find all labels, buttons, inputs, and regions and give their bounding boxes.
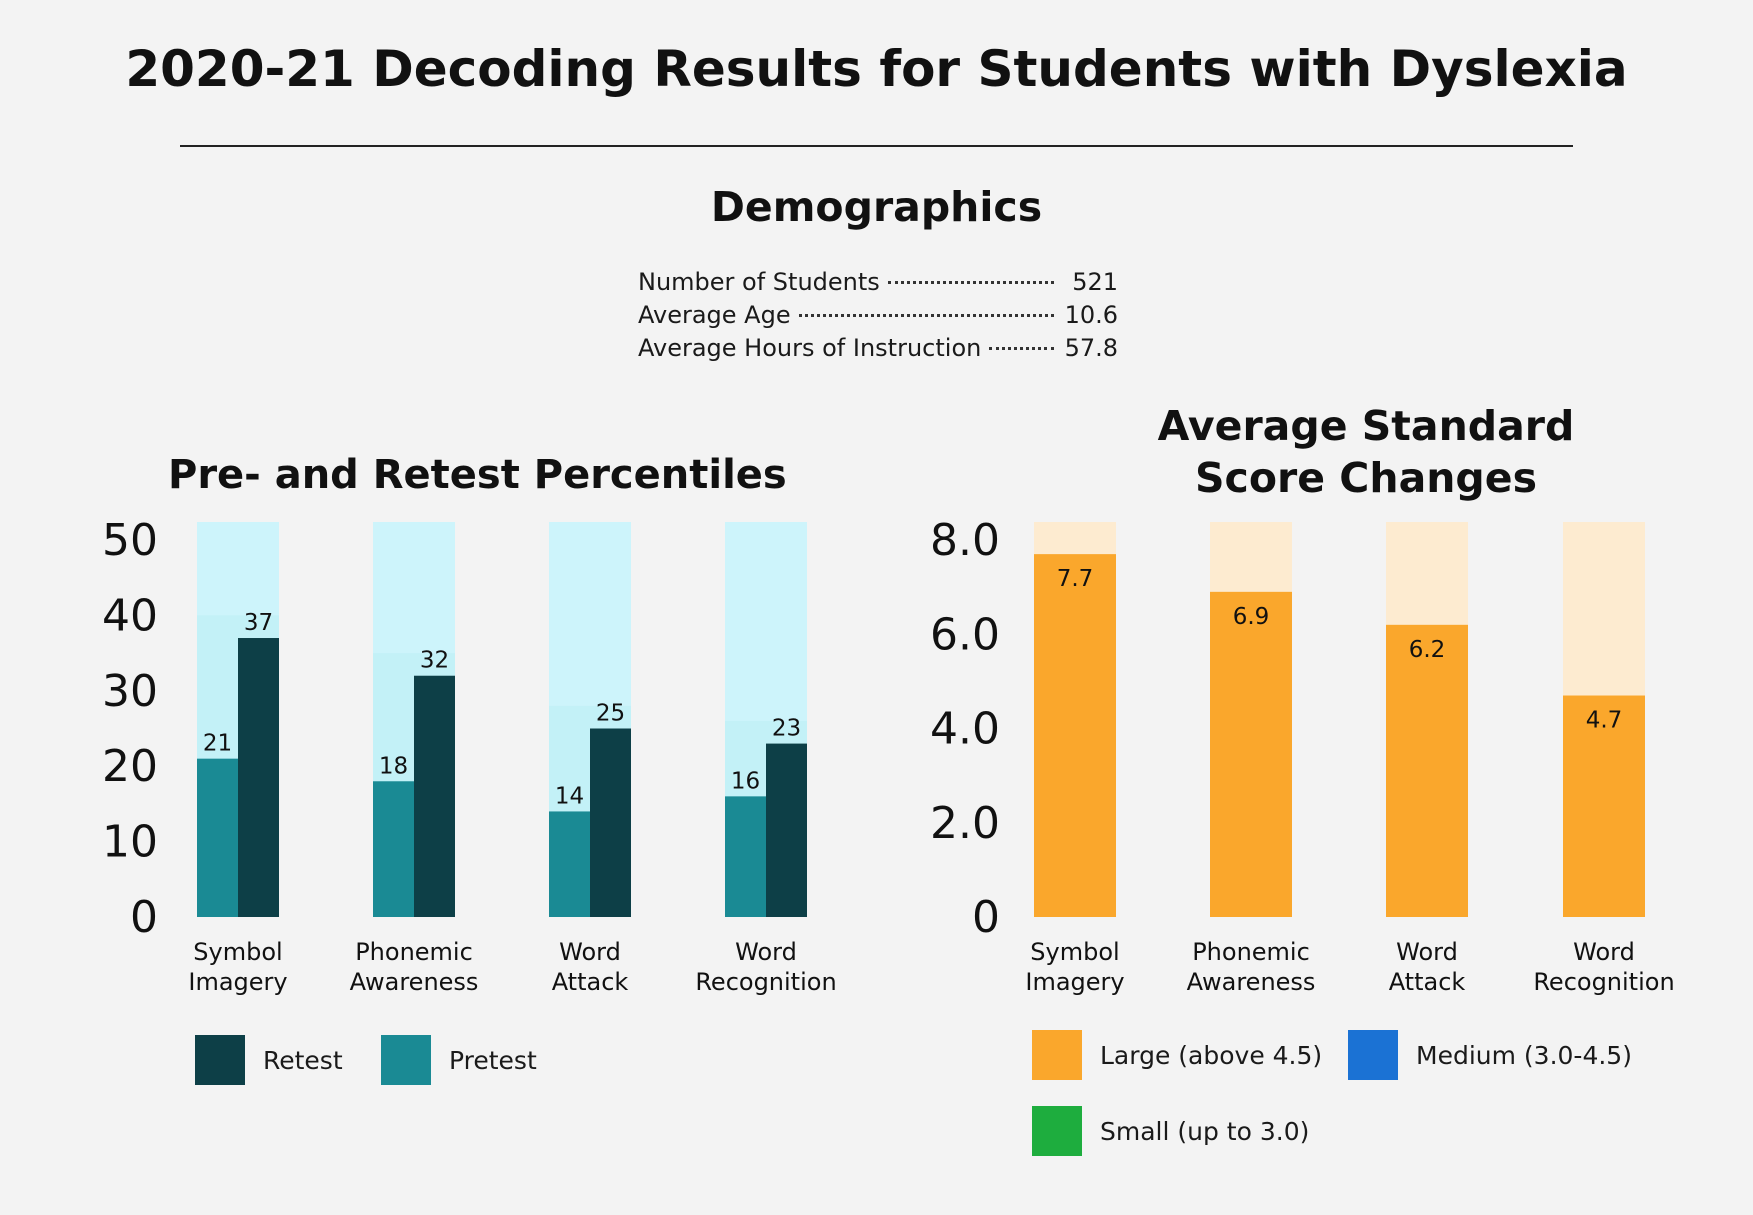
demographics-title: Demographics [710,183,1043,231]
dot-leader [798,314,1054,317]
y-tick-label: 10 [102,817,158,868]
legend-label: Large (above 4.5) [1100,1040,1323,1070]
data-label: 6.9 [1233,604,1270,630]
data-label-retest: 23 [772,716,801,742]
data-label-pretest: 21 [203,731,232,757]
legend-label: Medium (3.0-4.5) [1416,1040,1632,1070]
bar-pretest [373,781,414,917]
x-tick-label: Awareness [350,968,479,996]
x-tick-label: Awareness [1187,968,1316,996]
data-label-retest: 37 [244,610,273,636]
percentiles-chart-title: Pre- and Retest Percentiles [168,452,787,498]
y-tick-label: 0 [130,892,158,943]
x-tick-label: Word [559,938,621,966]
demographics-value: 57.8 [1064,334,1118,362]
legend-swatch-large [1032,1030,1082,1080]
legend-label: Retest [263,1045,343,1075]
legend-label: Small (up to 3.0) [1100,1116,1310,1146]
demographics-value: 10.6 [1064,301,1118,329]
x-tick-label: Imagery [1025,968,1124,996]
x-tick-label: Word [1396,938,1458,966]
y-tick-label: 20 [102,741,158,792]
bar-score-change [1210,591,1292,917]
demographics-label: Average Hours of Instruction [638,334,982,362]
score-changes-title-line: Average Standard [1157,402,1575,450]
data-label-pretest: 18 [379,753,408,779]
y-tick-label: 2.0 [930,798,1000,849]
demographics-label: Average Age [638,301,791,329]
bar-retest [590,728,631,917]
data-label: 6.2 [1409,637,1446,663]
x-tick-label: Phonemic [355,938,473,966]
legend-item-large: Large (above 4.5) [1032,1030,1322,1080]
legend-label: Pretest [449,1045,537,1075]
y-tick-label: 4.0 [930,704,1000,755]
page-title: 2020-21 Decoding Results for Students wi… [125,40,1628,98]
legend-item-retest: Retest [195,1035,343,1085]
demographics-label: Number of Students [638,268,880,296]
data-label-pretest: 14 [555,783,584,809]
x-tick-label: Word [1573,938,1635,966]
bar-score-change [1386,624,1468,917]
demographics-row: Average Age 10.6 [638,301,1118,334]
x-tick-label: Symbol [193,938,282,966]
data-label: 7.7 [1057,566,1094,592]
y-tick-label: 8.0 [930,515,1000,566]
bar-pretest [725,796,766,917]
legend-swatch-retest [195,1035,245,1085]
bar-retest [414,675,455,917]
demographics-value: 521 [1072,268,1118,296]
bar-score-change [1563,695,1645,917]
y-tick-label: 6.0 [930,609,1000,660]
x-tick-label: Imagery [188,968,287,996]
x-tick-label: Word [735,938,797,966]
demographics-row: Number of Students 521 [638,268,1118,301]
legend-swatch-small [1032,1106,1082,1156]
demographics-table: Number of Students 521 Average Age 10.6 … [638,268,1118,367]
x-tick-label: Attack [552,968,629,996]
legend-swatch-pretest [381,1035,431,1085]
x-tick-label: Phonemic [1192,938,1310,966]
bar-pretest [197,758,238,917]
x-tick-label: Symbol [1030,938,1119,966]
y-tick-label: 0 [972,892,1000,943]
x-tick-label: Recognition [695,968,836,996]
y-tick-label: 30 [102,666,158,717]
y-tick-label: 40 [102,590,158,641]
legend-item-small: Small (up to 3.0) [1032,1106,1309,1156]
dot-leader [887,281,1054,284]
data-label: 4.7 [1586,708,1623,734]
legend-item-medium: Medium (3.0-4.5) [1348,1030,1632,1080]
x-tick-label: Attack [1389,968,1466,996]
x-tick-label: Recognition [1533,968,1674,996]
data-label-retest: 32 [420,648,449,674]
bar-retest [238,638,279,917]
dot-leader [989,347,1054,350]
y-tick-label: 50 [102,515,158,566]
legend-item-pretest: Pretest [381,1035,537,1085]
bar-pretest [549,811,590,917]
score-changes-title-line: Score Changes [1195,454,1537,502]
demographics-row: Average Hours of Instruction 57.8 [638,334,1118,367]
data-label-pretest: 16 [731,768,760,794]
score-changes-chart-title: Average Standard Score Changes [1110,400,1622,504]
bar-score-change [1034,554,1116,917]
title-divider [180,145,1573,147]
data-label-retest: 25 [596,701,625,727]
bar-retest [766,743,807,917]
legend-swatch-medium [1348,1030,1398,1080]
